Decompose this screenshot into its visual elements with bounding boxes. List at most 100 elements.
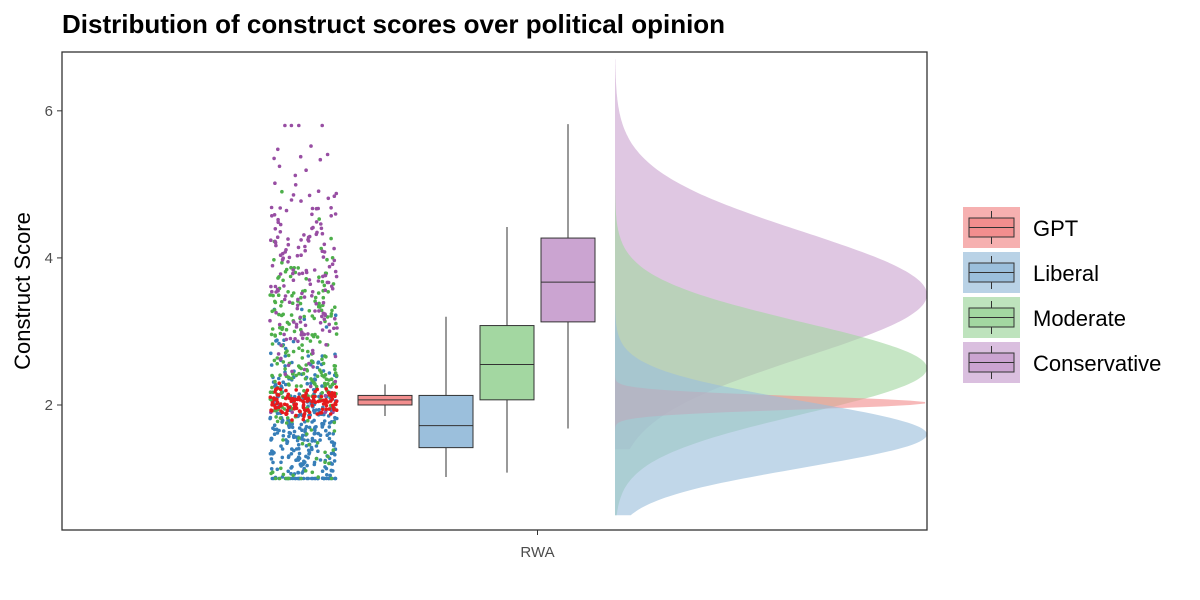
point-liberal [297, 446, 301, 451]
point-liberal [294, 458, 298, 463]
point-conservative [307, 361, 311, 366]
point-moderate [316, 291, 321, 295]
point-liberal [297, 426, 302, 430]
point-moderate [329, 377, 334, 382]
point-gpt [329, 394, 334, 399]
point-moderate [313, 295, 318, 300]
point-conservative [304, 268, 309, 273]
point-moderate [287, 383, 291, 387]
box [540, 237, 596, 323]
point-moderate [323, 354, 327, 358]
point-liberal [269, 437, 274, 441]
point-gpt [301, 394, 306, 398]
point-conservative [286, 237, 290, 241]
point-liberal [317, 394, 321, 399]
point-moderate [333, 305, 337, 310]
point-moderate [298, 301, 303, 306]
boxplot-gpt [357, 384, 413, 417]
point-moderate [333, 367, 337, 372]
point-gpt [334, 385, 339, 389]
point-moderate [320, 357, 324, 362]
point-moderate [313, 382, 317, 386]
point-moderate [284, 421, 289, 425]
point-liberal [291, 339, 296, 344]
point-conservative [330, 262, 335, 267]
point-liberal [302, 438, 306, 442]
point-conservative [320, 328, 325, 332]
point-liberal [280, 420, 284, 424]
point-moderate [322, 381, 327, 386]
point-conservative [318, 157, 323, 162]
point-liberal [269, 467, 274, 471]
point-conservative [317, 309, 321, 313]
point-liberal [313, 377, 318, 382]
point-conservative [306, 237, 310, 242]
y-tick-label: 6 [45, 103, 53, 120]
point-conservative [283, 123, 287, 128]
point-moderate [311, 334, 316, 339]
point-gpt [315, 387, 320, 392]
point-liberal [312, 431, 317, 436]
point-moderate [303, 469, 308, 473]
point-liberal [270, 476, 275, 481]
point-conservative [282, 332, 286, 337]
point-moderate [318, 340, 322, 344]
point-conservative [273, 181, 277, 185]
point-conservative [298, 154, 303, 159]
point-liberal [280, 455, 285, 460]
point-liberal [310, 420, 314, 424]
point-moderate [286, 353, 291, 358]
point-conservative [327, 329, 332, 334]
point-gpt [319, 394, 324, 399]
point-conservative [304, 168, 308, 172]
legend-label: GPT [1033, 216, 1078, 241]
point-conservative [275, 235, 280, 239]
point-conservative [303, 248, 308, 253]
point-moderate [316, 475, 321, 479]
point-gpt [334, 399, 339, 404]
point-liberal [310, 439, 315, 443]
point-moderate [281, 360, 286, 364]
legend-item-liberal: Liberal [963, 252, 1099, 293]
point-moderate [294, 384, 299, 388]
point-moderate [273, 379, 277, 384]
point-liberal [287, 425, 292, 430]
boxplot-liberal [418, 316, 474, 478]
point-liberal [292, 429, 297, 434]
point-moderate [278, 373, 282, 378]
point-moderate [273, 299, 277, 304]
point-conservative [325, 152, 330, 157]
point-conservative [287, 300, 292, 305]
box [418, 394, 474, 449]
point-conservative [333, 354, 338, 359]
point-liberal [303, 460, 307, 465]
point-conservative [286, 242, 291, 247]
point-liberal [284, 438, 288, 442]
point-gpt [318, 411, 323, 415]
point-moderate [277, 312, 281, 317]
point-conservative [315, 230, 319, 235]
point-gpt [316, 399, 321, 404]
point-moderate [272, 258, 276, 262]
point-conservative [316, 279, 321, 283]
point-gpt [270, 403, 275, 407]
point-moderate [334, 321, 338, 326]
point-conservative [320, 249, 325, 253]
point-moderate [319, 370, 324, 375]
point-gpt [307, 410, 312, 415]
point-liberal [330, 462, 335, 466]
point-moderate [285, 349, 289, 353]
point-moderate [270, 342, 275, 346]
point-liberal [333, 415, 337, 420]
point-conservative [284, 208, 289, 213]
point-conservative [323, 273, 328, 278]
point-liberal [287, 434, 291, 439]
point-conservative [283, 250, 288, 254]
point-liberal [293, 476, 298, 481]
point-liberal [281, 434, 286, 438]
point-moderate [305, 432, 309, 436]
point-liberal [327, 436, 332, 441]
point-moderate [323, 450, 327, 455]
point-liberal [333, 476, 338, 481]
